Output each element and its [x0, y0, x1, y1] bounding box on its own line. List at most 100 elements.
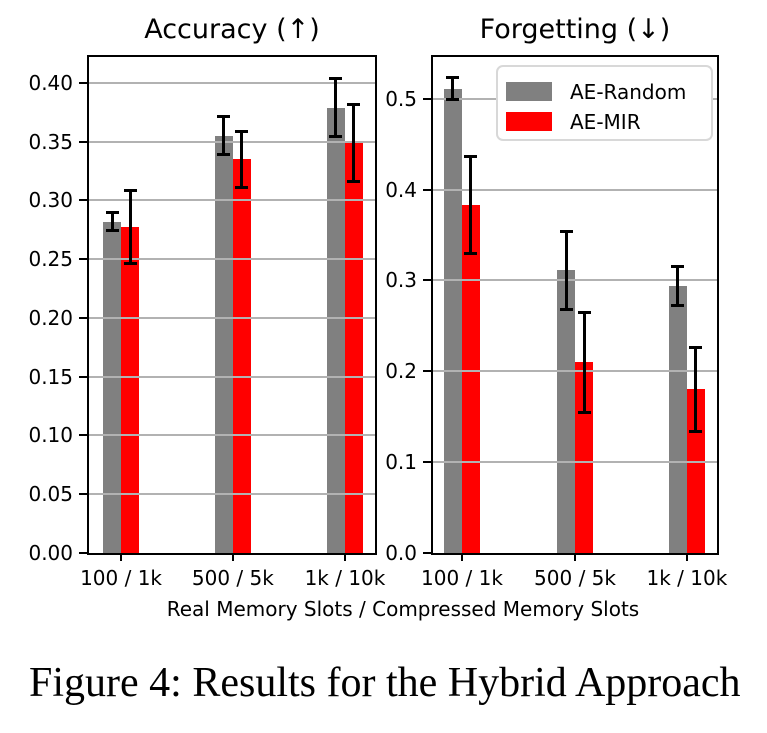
x-tick-label: 1k / 10k: [646, 566, 728, 590]
y-tick-label: 0.30: [28, 188, 73, 213]
x-tick-label: 1k / 10k: [304, 566, 386, 590]
bar-ae-random-500 / 5k: [214, 135, 233, 553]
error-bar-ae-random-100 / 1k: [110, 212, 114, 231]
x-tick-mark-1k / 10k: [685, 553, 688, 561]
gridline-0.20: [89, 316, 375, 319]
x-tick-mark-1k / 10k: [343, 553, 346, 561]
error-cap-bottom: [689, 429, 703, 433]
y-tick-label: 0.2: [385, 359, 417, 384]
y-tick-label: 0.05: [28, 482, 73, 507]
legend-swatch-ae-mir: [506, 112, 552, 131]
y-tick-mark-0.25: [79, 258, 87, 261]
y-tick-label: 0.5: [385, 86, 417, 111]
error-cap-bottom: [105, 229, 119, 233]
y-tick-label: 0.20: [28, 305, 73, 330]
error-bar-ae-mir-500 / 5k: [240, 131, 244, 188]
error-bar-ae-random-100 / 1k: [451, 77, 455, 100]
error-cap-top: [671, 265, 685, 269]
error-cap-bottom: [347, 180, 361, 184]
x-tick-label: 500 / 5k: [191, 566, 274, 590]
y-tick-mark-0.3: [423, 279, 431, 282]
error-cap-bottom: [559, 308, 573, 312]
bar-ae-mir-500 / 5k: [575, 362, 593, 553]
error-cap-top: [235, 129, 249, 133]
y-tick-mark-0.40: [79, 81, 87, 84]
legend-label-ae-random: AE-Random: [570, 80, 687, 104]
y-tick-mark-0.20: [79, 316, 87, 319]
y-tick-mark-0.00: [79, 552, 87, 554]
y-tick-label: 0.0: [385, 541, 417, 565]
error-cap-top: [577, 310, 591, 314]
gridline-0.4: [433, 188, 717, 191]
error-cap-top: [446, 76, 460, 80]
bar-ae-mir-500 / 5k: [232, 159, 251, 553]
forgetting-subplot-title: Forgetting (↓): [479, 14, 671, 45]
y-tick-mark-0.2: [423, 370, 431, 373]
gridline-0.35: [89, 140, 375, 143]
error-bar-ae-random-500 / 5k: [564, 231, 568, 310]
error-bar-ae-mir-100 / 1k: [128, 190, 132, 264]
bar-ae-random-1k / 10k: [668, 285, 687, 553]
x-tick-mark-500 / 5k: [231, 553, 234, 561]
figure-caption: Figure 4: Results for the Hybrid Approac…: [29, 660, 741, 706]
y-tick-label: 0.25: [28, 247, 73, 272]
error-cap-top: [464, 155, 478, 159]
y-tick-mark-0.1: [423, 461, 431, 464]
error-cap-bottom: [329, 135, 343, 139]
error-cap-top: [559, 229, 573, 233]
legend: AE-Random AE-MIR: [496, 65, 713, 141]
error-bar-ae-random-1k / 10k: [676, 266, 680, 305]
error-cap-top: [123, 189, 137, 193]
error-cap-top: [689, 346, 703, 350]
bar-ae-mir-100 / 1k: [461, 205, 480, 553]
bar-ae-mir-100 / 1k: [121, 227, 140, 553]
x-axis-label: Real Memory Slots / Compressed Memory Sl…: [166, 597, 640, 621]
gridline-0.10: [89, 434, 375, 437]
bar-ae-random-100 / 1k: [443, 88, 462, 553]
forgetting-subplot: AE-Random AE-MIR 0.0 0.1 0.2 0.3 0.4 0.5 100 /…: [385, 55, 727, 590]
x-tick-mark-500 / 5k: [574, 553, 576, 561]
y-tick-label: 0.40: [28, 70, 73, 95]
legend-swatch-ae-random: [506, 82, 552, 101]
error-bar-ae-random-500 / 5k: [222, 116, 226, 155]
error-cap-bottom: [577, 410, 591, 414]
gridline-0.40: [89, 81, 375, 84]
y-tick-mark-0.15: [79, 375, 87, 378]
error-cap-top: [105, 210, 119, 214]
y-tick-label: 0.00: [28, 541, 73, 565]
x-tick-mark-100 / 1k: [460, 553, 463, 561]
accuracy-subplot-title: Accuracy (↑): [144, 14, 320, 45]
legend-label-ae-mir: AE-MIR: [570, 110, 641, 134]
bar-ae-random-100 / 1k: [103, 221, 122, 553]
gridline-0.3: [433, 279, 717, 282]
error-cap-bottom: [217, 153, 231, 157]
y-tick-mark-0.10: [79, 434, 87, 437]
error-bar-ae-mir-500 / 5k: [582, 312, 586, 413]
y-tick-mark-0.0: [423, 552, 431, 554]
y-tick-mark-0.4: [423, 188, 431, 191]
gridline-0.25: [89, 258, 375, 261]
gridline-0.2: [433, 370, 717, 373]
accuracy-subplot: 0.00 0.05 0.10 0.15 0.20 0.25 0.30 0.35 0.40 100 …: [28, 55, 385, 590]
gridline-0.05: [89, 493, 375, 496]
error-cap-bottom: [123, 262, 137, 266]
y-tick-mark-0.05: [79, 493, 87, 496]
gridline-0.30: [89, 199, 375, 202]
error-bar-ae-mir-100 / 1k: [469, 156, 473, 254]
error-cap-bottom: [235, 185, 249, 189]
error-bar-ae-mir-1k / 10k: [352, 104, 356, 182]
error-bar-ae-random-1k / 10k: [334, 78, 338, 137]
y-tick-mark-0.35: [79, 140, 87, 143]
x-tick-label: 500 / 5k: [534, 566, 616, 590]
bar-ae-mir-1k / 10k: [344, 142, 363, 553]
y-tick-label: 0.3: [385, 268, 417, 293]
x-tick-mark-100 / 1k: [120, 553, 123, 561]
y-tick-label: 0.15: [28, 364, 73, 389]
y-tick-label: 0.35: [28, 129, 73, 154]
gridline-0.1: [433, 461, 717, 464]
y-tick-label: 0.1: [385, 450, 417, 475]
error-bar-ae-mir-1k / 10k: [694, 347, 698, 432]
error-cap-bottom: [464, 251, 478, 255]
bar-ae-random-500 / 5k: [557, 270, 575, 553]
